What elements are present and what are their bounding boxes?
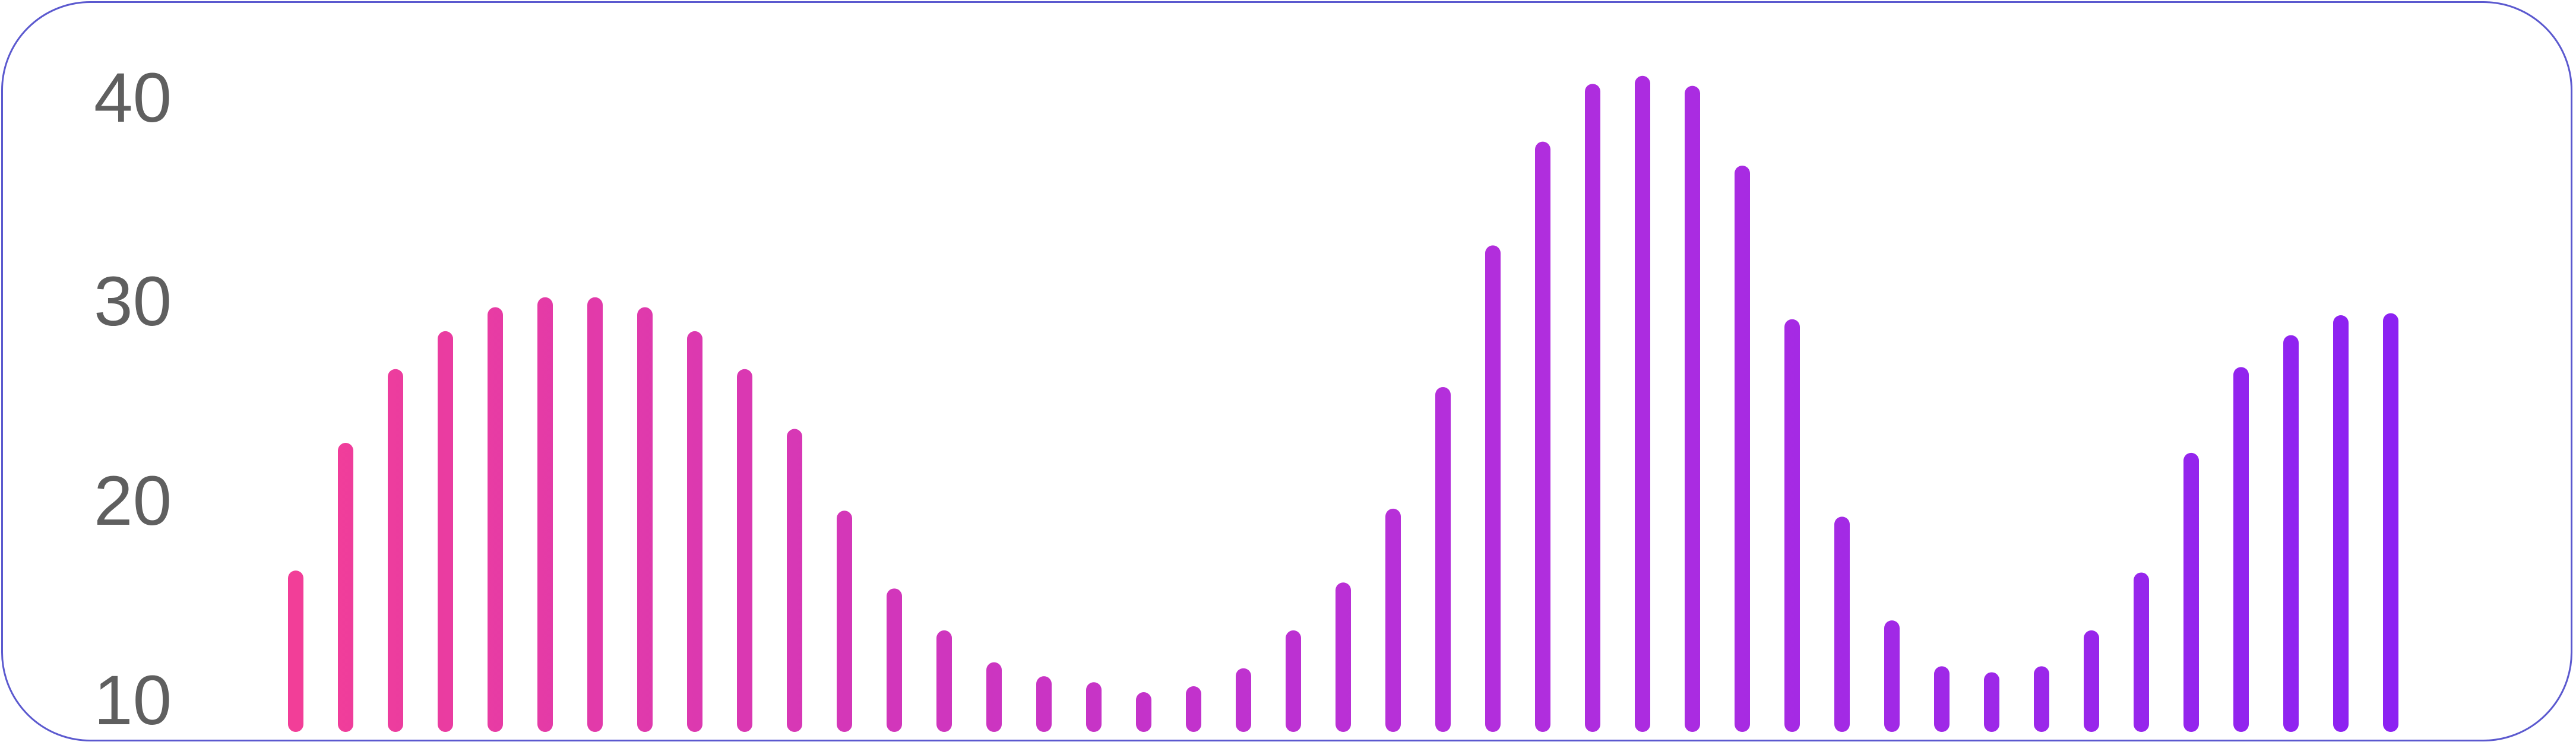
bar-1 xyxy=(288,570,303,732)
bar-16 xyxy=(1036,676,1052,732)
bar-27 xyxy=(1585,84,1600,733)
bar-38 xyxy=(2134,572,2149,732)
bar-14 xyxy=(936,630,952,732)
bar-36 xyxy=(2034,666,2049,732)
y-tick-label-30: 30 xyxy=(94,262,172,341)
bar-43 xyxy=(2383,313,2398,732)
bar-18 xyxy=(1136,692,1151,732)
bar-23 xyxy=(1385,508,1401,732)
bar-39 xyxy=(2183,452,2199,732)
bar-15 xyxy=(986,662,1002,732)
bar-12 xyxy=(837,511,852,732)
bar-series xyxy=(288,75,2398,733)
bar-30 xyxy=(1735,166,1750,732)
bar-40 xyxy=(2233,367,2249,732)
bar-34 xyxy=(1934,666,1950,732)
bar-9 xyxy=(687,331,702,732)
bar-19 xyxy=(1186,686,1201,732)
bar-21 xyxy=(1286,630,1301,732)
bar-25 xyxy=(1485,245,1501,732)
bar-35 xyxy=(1984,672,1999,732)
bar-33 xyxy=(1884,620,1900,732)
bar-31 xyxy=(1784,319,1800,732)
bar-22 xyxy=(1336,582,1351,732)
y-tick-label-20: 20 xyxy=(94,462,172,540)
bar-26 xyxy=(1535,141,1550,732)
bar-3 xyxy=(388,369,403,732)
bar-42 xyxy=(2333,315,2349,732)
bar-7 xyxy=(587,297,603,732)
bar-37 xyxy=(2084,630,2099,732)
y-tick-label-10: 10 xyxy=(94,661,172,740)
bar-8 xyxy=(637,307,653,732)
bar-11 xyxy=(787,429,802,732)
bar-2 xyxy=(338,443,353,732)
bar-32 xyxy=(1834,516,1850,732)
bar-5 xyxy=(488,307,503,732)
bar-4 xyxy=(438,331,453,732)
bar-17 xyxy=(1086,682,1102,732)
bar-24 xyxy=(1435,386,1451,732)
bar-20 xyxy=(1236,668,1251,732)
bar-10 xyxy=(737,369,752,732)
bar-29 xyxy=(1685,85,1700,733)
bar-6 xyxy=(537,297,553,732)
bar-28 xyxy=(1635,75,1650,732)
bar-13 xyxy=(887,588,902,732)
bar-41 xyxy=(2283,335,2299,732)
y-tick-label-40: 40 xyxy=(94,59,172,137)
y-axis: 10 20 30 40 xyxy=(94,59,172,740)
